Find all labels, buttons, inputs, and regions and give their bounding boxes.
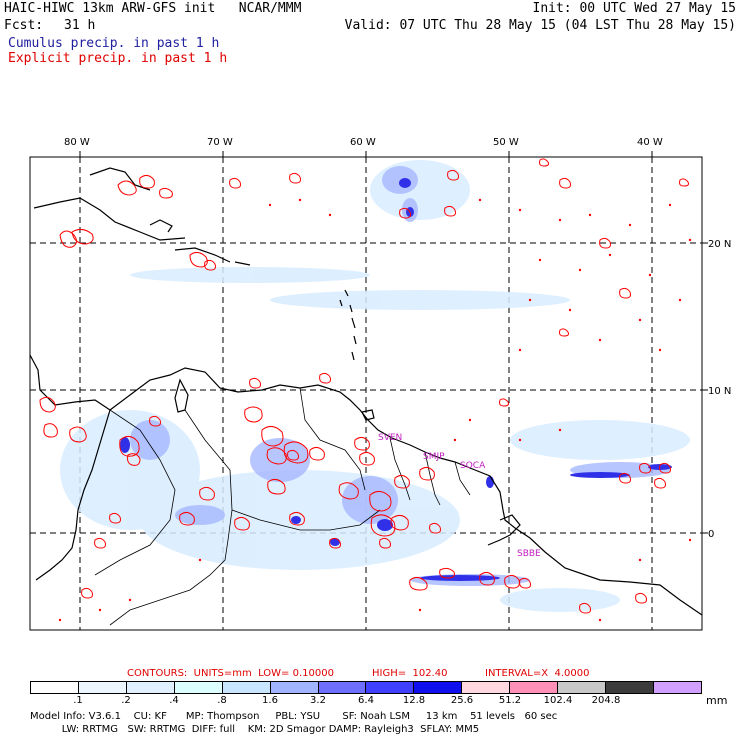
- cumulus-light-areas: [60, 160, 690, 612]
- colorbar-swatch: [462, 682, 511, 693]
- explicit-precip-contours: [39, 158, 689, 614]
- city-label-sbbe: SBBE: [517, 549, 541, 559]
- colorbar-swatch: [366, 682, 415, 693]
- colorbar-tick-label: 1.6: [262, 695, 278, 706]
- contours-interval: INTERVAL=X 4.0000: [485, 668, 590, 679]
- header-title: HAIC-HIWC 13km ARW-GFS init NCAR/MMM: [4, 1, 302, 16]
- lat-label-20n: 20 N: [708, 239, 731, 250]
- model-info-line1: Model Info: V3.6.1 CU: KF MP: Thompson P…: [30, 711, 558, 722]
- colorbar-swatch: [558, 682, 607, 693]
- lat-label-0: 0: [708, 529, 714, 540]
- colorbar-tick-label: .1: [73, 695, 83, 706]
- colorbar-swatch: [653, 682, 701, 693]
- lon-label-80w: 80 W: [64, 137, 90, 148]
- country-borders: [94, 387, 471, 626]
- explicit-precip-specks: [58, 198, 692, 622]
- colorbar-swatch: [126, 682, 175, 693]
- colorbar-tick-label: 102.4: [543, 695, 573, 706]
- legend-explicit: Explicit precip. in past 1 h: [8, 51, 228, 66]
- colorbar-swatch: [78, 682, 127, 693]
- colorbar: [30, 681, 702, 694]
- init-time: Init: 00 UTC Wed 27 May 15: [532, 1, 737, 16]
- colorbar-swatch: [606, 682, 654, 693]
- contours-info: CONTOURS: UNITS=mm LOW= 0.10000: [127, 668, 334, 679]
- lat-label-10n: 10 N: [708, 386, 731, 397]
- forecast-hour: 31 h: [64, 18, 96, 33]
- lon-label-70w: 70 W: [207, 137, 233, 148]
- colorbar-swatch: [414, 682, 463, 693]
- contours-high: HIGH= 102.40: [372, 668, 448, 679]
- colorbar-tick-label: .4: [169, 695, 179, 706]
- colorbar-tick-label: 204.8: [591, 695, 621, 706]
- colorbar-tick-label: 12.8: [402, 695, 426, 706]
- city-label-sven: SVEN: [378, 433, 402, 443]
- lon-label-50w: 50 W: [493, 137, 519, 148]
- forecast-label: Fcst:: [4, 18, 44, 33]
- colorbar-tick-label: 3.2: [310, 695, 326, 706]
- colorbar-tick-label: .2: [121, 695, 131, 706]
- legend-cumulus: Cumulus precip. in past 1 h: [8, 36, 220, 51]
- valid-time: Valid: 07 UTC Thu 28 May 15 (04 LST Thu …: [344, 18, 736, 33]
- lon-label-40w: 40 W: [637, 137, 663, 148]
- colorbar-swatch: [222, 682, 271, 693]
- city-label-soca: SOCA: [460, 461, 486, 471]
- colorbar-swatch: [510, 682, 559, 693]
- colorbar-swatch: [318, 682, 367, 693]
- colorbar-unit: mm: [706, 694, 728, 707]
- model-info-line2: LW: RRTMG SW: RRTMG DIFF: full KM: 2D Sm…: [30, 724, 480, 735]
- colorbar-swatch: [31, 682, 79, 693]
- coastlines: [29, 167, 703, 616]
- colorbar-tick-label: .8: [217, 695, 227, 706]
- graticule-ticks: [79, 151, 708, 534]
- colorbar-swatch: [270, 682, 319, 693]
- colorbar-tick-label: 6.4: [358, 695, 374, 706]
- city-label-smjp: SMJP: [423, 452, 445, 462]
- colorbar-swatch: [174, 682, 223, 693]
- colorbar-tick-label: 51.2: [498, 695, 522, 706]
- lon-label-60w: 60 W: [350, 137, 376, 148]
- colorbar-tick-label: 25.6: [450, 695, 474, 706]
